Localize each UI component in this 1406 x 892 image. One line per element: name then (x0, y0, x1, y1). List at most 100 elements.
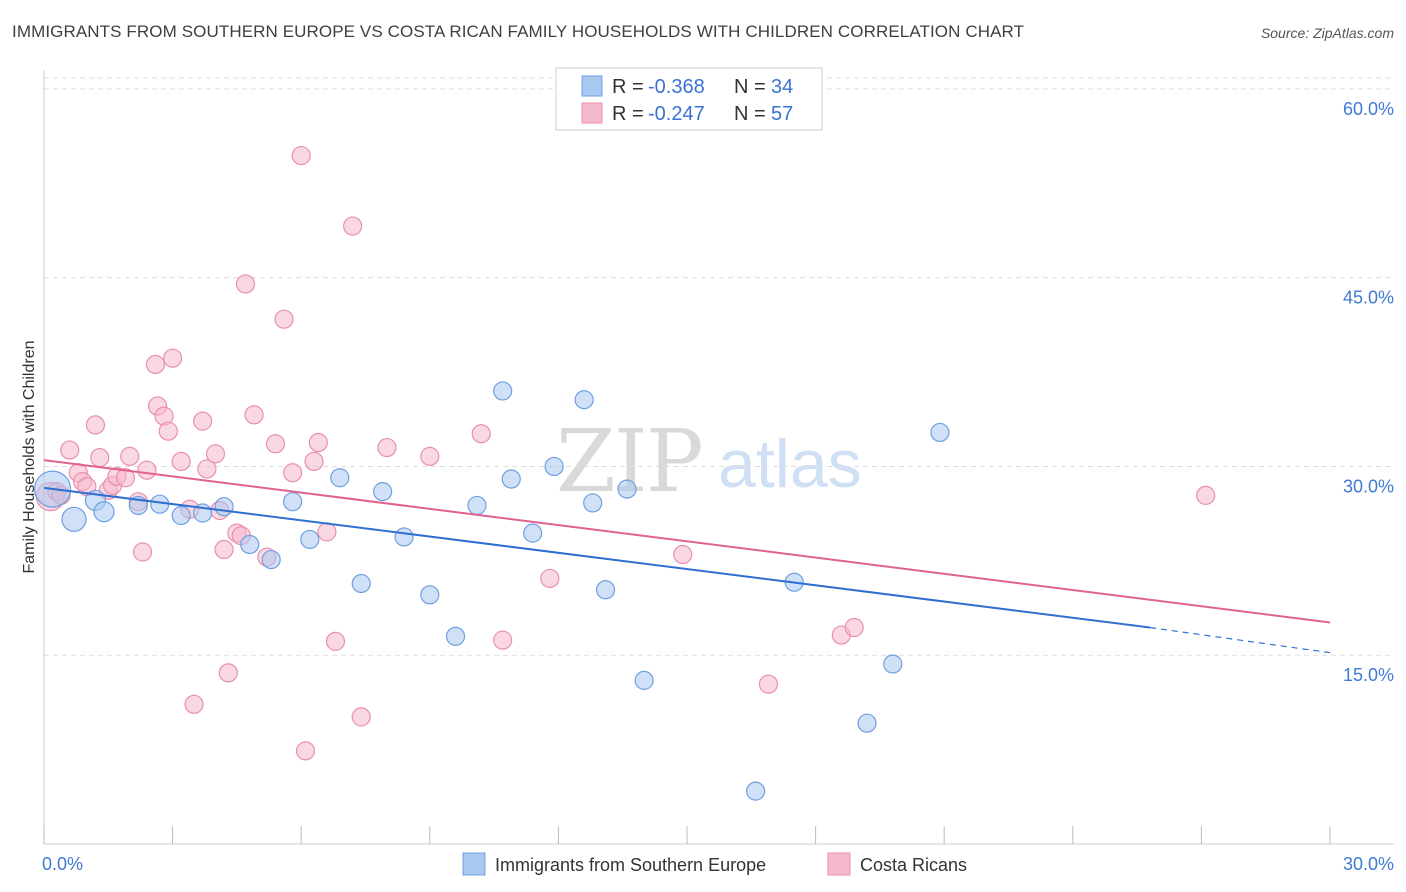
legend-swatch-pink (581, 102, 603, 124)
immigrants-point-27 (617, 479, 637, 499)
costa-ricans-point-24 (184, 694, 204, 714)
costa-ricans-point-34 (244, 405, 264, 425)
costa-ricans-point-53 (758, 674, 779, 694)
y-tick-labels: 15.0% 30.0% 45.0% 60.0% (1343, 99, 1394, 685)
immigrants-point-20 (493, 381, 513, 401)
immigrants-point-17 (420, 585, 440, 605)
costa-ricans-point-44 (325, 631, 346, 651)
immigrants-point-3 (61, 506, 87, 532)
immigrants-point-8 (214, 497, 234, 517)
stats-legend: R = -0.368 N = 34 R = -0.247 N = 57 (555, 67, 823, 131)
immigrants-point-11 (283, 492, 303, 512)
immigrants-point-26 (595, 580, 616, 600)
bottom-legend-label-blue: Immigrants from Southern Europe (495, 855, 766, 875)
costa-ricans-point-55 (844, 617, 864, 638)
costa-ricans-point-29 (214, 539, 234, 560)
immigrants-point-32 (883, 654, 903, 674)
costa-ricans-point-16 (137, 460, 157, 480)
costa-ricans-point-38 (283, 463, 303, 483)
y-tick-label-0: 15.0% (1343, 665, 1394, 685)
immigrants-point-29 (745, 781, 766, 801)
costa-ricans-point-12 (115, 468, 136, 488)
y-axis-title: Family Households with Children (21, 341, 38, 574)
costa-ricans-point-21 (163, 348, 183, 368)
costa-ricans-point-48 (420, 446, 440, 466)
costa-ricans-point-41 (304, 451, 324, 472)
costa-ricans-point-15 (132, 542, 153, 562)
chart-title: IMMIGRANTS FROM SOUTHERN EUROPE VS COSTA… (12, 22, 1025, 41)
bottom-legend-label-pink: Costa Ricans (860, 855, 967, 875)
costa-ricans-point-26 (197, 459, 217, 479)
immigrants-point-28 (634, 670, 654, 690)
immigrants-point-33 (930, 422, 950, 443)
costa-ricans-point-13 (120, 446, 140, 466)
x-tick-label-1: 30.0% (1343, 854, 1394, 874)
immigrants-point-12 (300, 529, 320, 550)
costa-ricans-point-7 (85, 415, 106, 435)
costa-ricans-point-52 (673, 544, 693, 565)
costa-ricans-point-51 (540, 568, 560, 589)
immigrants-point-2 (93, 501, 115, 523)
chart-source: Source: ZipAtlas.com (1260, 25, 1394, 41)
legend-r-label-pink: R = (612, 103, 644, 125)
costa-ricans-point-42 (308, 432, 328, 453)
immigrants-point-10 (261, 549, 281, 570)
costa-ricans-point-39 (291, 145, 311, 166)
costa-ricans-point-25 (193, 411, 213, 431)
immigrants-point-25 (583, 493, 603, 513)
series-legend: Immigrants from Southern Europe Costa Ri… (462, 852, 967, 876)
watermark: ZIP atlas (556, 412, 862, 512)
immigrants-point-21 (501, 469, 521, 489)
costa-ricans-point-33 (235, 274, 256, 294)
immigrants-point-6 (171, 505, 191, 526)
costa-ricans-point-43 (317, 522, 337, 542)
immigrants-point-19 (467, 495, 487, 516)
legend-r-label-blue: R = (612, 76, 644, 98)
y-gridlines (44, 77, 1394, 656)
immigrants-point-18 (445, 626, 466, 646)
legend-r-value-pink: -0.247 (648, 103, 705, 125)
trend-lines (43, 459, 1331, 654)
trend-line-immigrants (43, 486, 1151, 629)
legend-r-value-blue: -0.368 (648, 76, 705, 98)
costa-ricans-point-22 (171, 451, 191, 472)
immigrants-point-16 (394, 527, 414, 547)
costa-ricans-point-36 (265, 434, 286, 454)
immigrants-point-14 (351, 573, 371, 594)
costa-ricans-point-50 (493, 630, 513, 650)
x-axis-ticks (43, 826, 1331, 844)
series-immigrants-points (33, 381, 950, 801)
costa-ricans-point-30 (218, 663, 238, 683)
immigrants-point-23 (544, 456, 564, 477)
x-tick-label-0: 0.0% (42, 854, 83, 874)
costa-ricans-point-56 (1196, 485, 1216, 505)
immigrants-point-13 (330, 468, 350, 488)
trend-line-costa-ricans (43, 459, 1331, 624)
costa-ricans-point-37 (274, 309, 294, 329)
costa-ricans-point-17 (145, 354, 166, 375)
immigrants-point-9 (240, 534, 260, 555)
legend-n-value-pink: 57 (771, 103, 793, 125)
immigrants-point-15 (373, 482, 393, 502)
legend-swatch-blue (581, 75, 603, 97)
y-tick-label-3: 60.0% (1343, 99, 1394, 119)
legend-n-value-blue: 34 (771, 76, 793, 98)
costa-ricans-point-45 (343, 216, 363, 236)
y-tick-label-2: 45.0% (1343, 288, 1394, 308)
costa-ricans-point-27 (205, 444, 226, 464)
costa-ricans-point-8 (90, 448, 110, 468)
immigrants-point-22 (523, 523, 543, 543)
costa-ricans-point-49 (471, 424, 491, 444)
y-tick-label-1: 30.0% (1343, 476, 1394, 496)
costa-ricans-point-20 (158, 421, 178, 441)
immigrants-point-24 (574, 390, 594, 410)
legend-n-label-pink: N = (734, 103, 766, 125)
immigrants-point-31 (857, 713, 877, 733)
legend-n-label-blue: N = (734, 76, 766, 98)
bottom-legend-swatch-blue (462, 852, 486, 876)
costa-ricans-point-46 (351, 707, 371, 727)
watermark-atlas: atlas (718, 426, 862, 502)
costa-ricans-point-3 (60, 440, 80, 460)
bottom-legend-swatch-pink (827, 852, 851, 876)
